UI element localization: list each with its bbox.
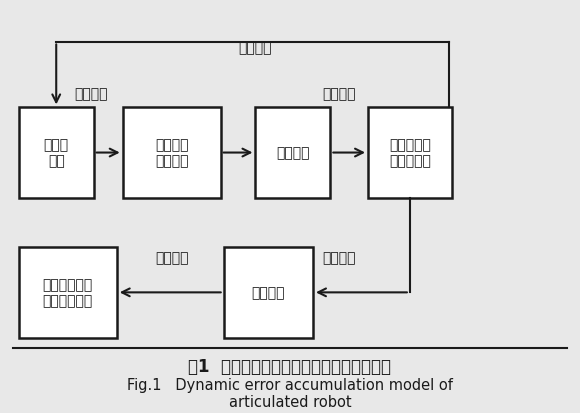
Text: 计算误差: 计算误差	[74, 87, 108, 101]
Text: 运动学
计算: 运动学 计算	[44, 138, 69, 168]
Text: 伺服误差: 伺服误差	[322, 87, 356, 101]
Text: 测量误差: 测量误差	[238, 42, 272, 55]
Text: Fig.1   Dynamic error accumulation model of: Fig.1 Dynamic error accumulation model o…	[127, 377, 453, 392]
Text: 机器人未端执
行器运动轨迹: 机器人未端执 行器运动轨迹	[43, 278, 93, 308]
Text: articulated robot: articulated robot	[229, 394, 351, 409]
Bar	[19, 108, 94, 198]
Text: 静态误差: 静态误差	[322, 251, 356, 265]
Bar	[122, 108, 221, 198]
Text: 各关节的
指定角度: 各关节的 指定角度	[155, 138, 188, 168]
Bar	[255, 108, 331, 198]
Text: 伺服控制: 伺服控制	[276, 146, 310, 160]
Text: 各关节的实
际运动角度: 各关节的实 际运动角度	[389, 138, 431, 168]
Text: 图1  关节型工业机器人的运动误差积累模型: 图1 关节型工业机器人的运动误差积累模型	[188, 358, 392, 375]
Text: 运动合成: 运动合成	[252, 286, 285, 299]
Text: 动态误差: 动态误差	[155, 251, 188, 265]
Bar	[368, 108, 452, 198]
Bar	[19, 247, 117, 338]
Bar	[224, 247, 313, 338]
